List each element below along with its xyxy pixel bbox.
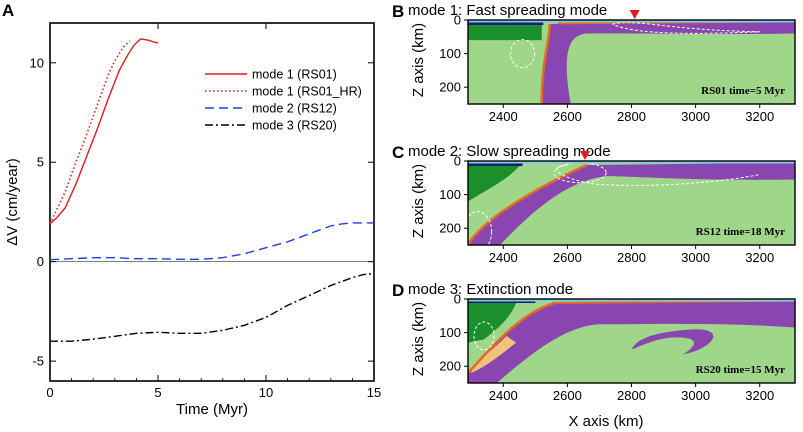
x-tick-label: 3200 [745, 388, 774, 403]
panel-letter-c: C [392, 143, 404, 162]
model-panel-d: mode 3: Extinction mode RS20 time=15 Myr 2… [408, 281, 796, 403]
chart-ylabel: ΔV (cm/year) [4, 158, 21, 246]
x-tick-label: 10 [259, 385, 273, 400]
z-tick-label: 100 [439, 46, 461, 61]
contour [510, 39, 535, 69]
z-tick-label: 0 [454, 154, 461, 169]
panel-letter-a: A [2, 1, 14, 20]
x-tick-label: 2800 [617, 109, 646, 124]
water [468, 161, 795, 164]
model-field [468, 20, 795, 104]
x-tick-label: 3000 [681, 109, 710, 124]
x-tick-label: 2600 [553, 250, 582, 265]
continent [468, 303, 517, 343]
model-panel-b: mode 1: Fast spreading mode RS01 time=5 M… [408, 2, 796, 124]
y-tick-label: 10 [30, 55, 44, 70]
slab [541, 21, 795, 104]
model-title: mode 2: Slow spreading mode [408, 143, 611, 160]
legend-label: mode 3 (RS20) [252, 119, 337, 133]
model-title: mode 1: Fast spreading mode [408, 2, 607, 19]
model-label: RS12 time=18 Myr [696, 226, 785, 238]
x-tick-label: 2400 [489, 388, 518, 403]
velocity-chart: 0 5 10 15 -5 0 5 10 Time (Myr) ΔV (cm/year) mod… [4, 22, 381, 418]
x-tick-label: 3200 [745, 109, 774, 124]
continent [468, 166, 520, 202]
model-label: RS20 time=15 Myr [696, 364, 785, 376]
chart-ticks: 0 5 10 15 -5 0 5 10 [30, 23, 381, 400]
series-line [49, 38, 159, 225]
contour [468, 211, 493, 245]
x-tick-label: 2800 [617, 388, 646, 403]
slab-fold [631, 329, 714, 355]
series-line [49, 40, 131, 225]
z-tick-label: 200 [439, 221, 461, 236]
z-tick-label: 200 [439, 80, 461, 95]
x-tick-label: 2800 [617, 250, 646, 265]
water [468, 299, 795, 302]
water [468, 20, 795, 23]
ocean-plate [468, 20, 544, 26]
x-tick-label: 2600 [553, 109, 582, 124]
contour [553, 162, 607, 184]
slab [468, 300, 795, 383]
model-ylabel: Z axis (km) [410, 302, 427, 376]
model-title: mode 3: Extinction mode [408, 281, 573, 298]
z-tick-label: 0 [454, 292, 461, 307]
ridge-marker-icon [580, 151, 591, 160]
x-tick-label: 15 [367, 385, 381, 400]
model-xlabel: X axis (km) [569, 413, 644, 430]
y-tick-label: 5 [37, 155, 44, 170]
legend-label: mode 1 (RS01) [252, 68, 337, 82]
x-tick-label: 3000 [681, 250, 710, 265]
panel-letter-d: D [392, 281, 404, 300]
contour [473, 321, 495, 351]
legend-label: mode 2 (RS12) [252, 102, 337, 116]
y-tick-label: -5 [32, 354, 44, 369]
x-tick-label: 2400 [489, 109, 518, 124]
ocean-plate [468, 161, 523, 167]
x-tick-label: 2400 [489, 250, 518, 265]
z-tick-label: 100 [439, 325, 461, 340]
model-ylabel: Z axis (km) [410, 164, 427, 238]
slab-edge [540, 24, 551, 104]
panel-letter-b: B [392, 2, 404, 21]
ridge-marker-icon [629, 10, 640, 19]
model-panel-c: mode 2: Slow spreading mode RS12 time=18 … [408, 143, 796, 265]
z-tick-label: 0 [454, 13, 461, 28]
x-tick-label: 2600 [553, 388, 582, 403]
y-tick-label: 0 [37, 254, 44, 269]
x-tick-label: 3200 [745, 250, 774, 265]
continent [468, 25, 542, 41]
model-panels: mode 1: Fast spreading mode RS01 time=5 M… [408, 2, 796, 403]
model-ylabel: Z axis (km) [410, 23, 427, 97]
chart-series [49, 38, 375, 342]
z-tick-label: 100 [439, 187, 461, 202]
x-tick-label: 0 [46, 385, 53, 400]
x-tick-label: 3000 [681, 388, 710, 403]
model-field [468, 161, 795, 245]
slab-edge [468, 301, 555, 374]
x-tick-label: 5 [154, 385, 161, 400]
model-field [468, 299, 795, 383]
z-tick-label: 200 [439, 359, 461, 374]
legend-label: mode 1 (RS01_HR) [252, 85, 362, 99]
sediment [471, 335, 517, 373]
contour [556, 164, 760, 186]
slab-edge [468, 163, 588, 245]
contour [612, 22, 760, 34]
chart-legend: mode 1 (RS01) mode 1 (RS01_HR)mode 2 (RS1… [205, 68, 362, 133]
chart-frame [49, 22, 375, 382]
model-label: RS01 time=5 Myr [701, 85, 785, 97]
series-line [49, 222, 374, 261]
chart-xlabel: Time (Myr) [176, 401, 248, 418]
